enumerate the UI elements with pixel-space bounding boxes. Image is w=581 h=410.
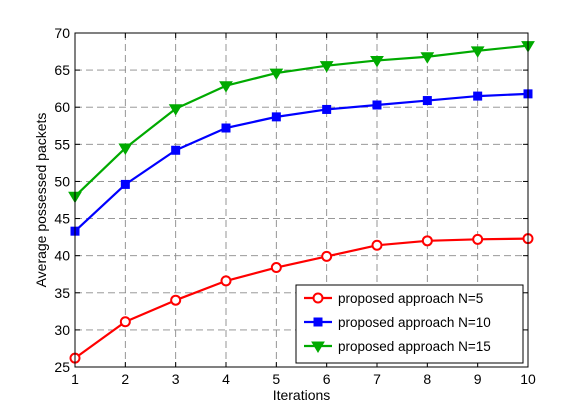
y-tick-label-65: 65 [54,62,70,78]
series-1-point-9 [472,233,484,245]
series-1-point-6 [321,250,333,262]
x-tick-label-6: 6 [323,371,331,387]
legend-swatch-marker-1 [312,292,324,304]
y-tick-label-45: 45 [54,211,70,227]
series-2-point-8 [422,96,432,106]
legend-swatch-marker-3 [311,341,325,353]
series-1-point-7 [371,239,383,251]
series-1-point-8 [421,235,433,247]
series-1-point-2 [119,316,131,328]
x-tick-label-4: 4 [222,371,230,387]
series-2-point-2 [120,179,130,189]
y-tick-label-50: 50 [54,173,70,189]
series-1-point-3 [170,294,182,306]
x-tick-label-8: 8 [423,371,431,387]
legend-label-1: proposed approach N=5 [338,291,483,306]
x-axis-label: Iterations [273,387,331,403]
plot-frame [74,32,529,368]
y-tick-label-35: 35 [54,285,70,301]
series-1-point-5 [270,262,282,274]
series-1-point-4 [220,275,232,287]
series-2-point-4 [221,123,231,133]
series-1-line [74,237,529,359]
y-tick-label-55: 55 [54,136,70,152]
y-tick-label-70: 70 [54,25,70,41]
series-3-point-3 [168,104,183,116]
ticks [74,32,529,368]
series-3-point-6 [319,61,334,73]
series-2 [70,89,533,236]
series-3-point-8 [420,52,435,64]
series-3-point-4 [219,81,233,93]
x-tick-label-1: 1 [71,371,79,387]
series-3-line [74,44,529,198]
x-tick-label-10: 10 [520,371,536,387]
legend-item-3: proposed approach N=15 [304,339,491,354]
x-tick-label-3: 3 [172,371,180,387]
x-tick-label-5: 5 [272,371,280,387]
series-2-point-7 [372,100,382,110]
legend-label-3: proposed approach N=15 [338,339,491,354]
series-2-point-6 [322,104,332,114]
legend: proposed approach N=5 proposed approach N… [295,284,524,364]
y-tick-label-30: 30 [54,322,70,338]
series-2-line [74,92,529,232]
series-2-point-5 [271,112,281,122]
x-tick-label-2: 2 [121,371,129,387]
series-3-point-5 [269,68,284,81]
legend-item-1: proposed approach N=5 [304,291,483,306]
legend-label-2: proposed approach N=10 [338,315,491,330]
y-tick-label-40: 40 [54,248,70,264]
series-3-point-9 [470,46,485,58]
legend-item-2: proposed approach N=10 [304,315,491,330]
series-3-point-7 [370,55,384,68]
legend-swatch-marker-2 [313,317,323,327]
series-layer [68,41,535,364]
series-2-point-3 [171,145,181,155]
y-tick-label-60: 60 [54,99,70,115]
y-tick-label-25: 25 [54,359,70,375]
series-2-point-9 [473,91,483,101]
x-tick-label-7: 7 [373,371,381,387]
x-tick-label-9: 9 [474,371,482,387]
legend-box [295,284,524,364]
series-3-point-2 [118,143,133,156]
y-axis-label: Average possessed packets [33,113,49,288]
